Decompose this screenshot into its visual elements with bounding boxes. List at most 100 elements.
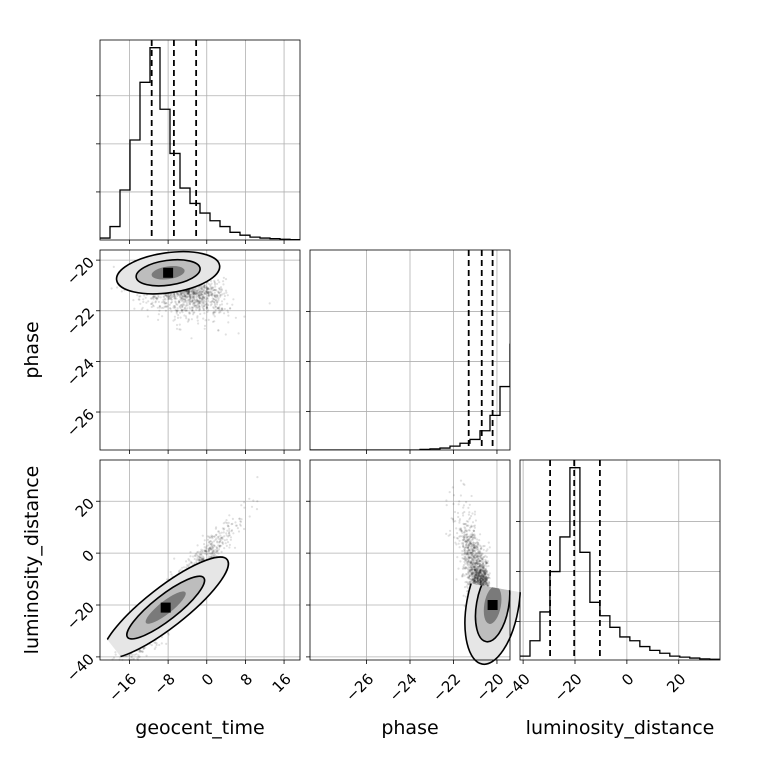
scatter-point	[463, 586, 467, 589]
scatter-point	[201, 290, 205, 293]
scatter-point	[480, 573, 484, 576]
scatter-point	[210, 300, 213, 304]
scatter-point	[205, 291, 209, 294]
scatter-point	[481, 583, 484, 586]
scatter-point	[477, 542, 480, 545]
scatter-point	[196, 290, 199, 293]
scatter-point	[215, 550, 218, 553]
scatter-point	[222, 276, 225, 279]
scatter-point	[484, 579, 487, 582]
scatter-point	[186, 292, 189, 295]
scatter-point	[481, 565, 484, 568]
scatter-point	[193, 305, 196, 308]
scatter-point	[471, 578, 474, 581]
scatter-point	[201, 297, 204, 300]
scatter-point	[176, 303, 179, 306]
scatter-point	[181, 566, 184, 569]
scatter-point	[474, 564, 477, 567]
scatter-point	[201, 295, 204, 298]
scatter-point	[209, 290, 213, 293]
scatter-point	[218, 311, 221, 314]
scatter-point	[198, 301, 201, 304]
scatter-point	[481, 581, 484, 584]
scatter-point	[481, 575, 484, 579]
scatter-point	[197, 300, 200, 303]
scatter-point	[198, 296, 201, 299]
scatter-point	[481, 570, 484, 573]
scatter-point	[461, 574, 464, 577]
scatter-point	[478, 569, 481, 573]
scatter-point	[473, 567, 476, 570]
scatter-point	[209, 552, 212, 556]
scatter-point	[468, 543, 471, 546]
scatter-point	[179, 316, 182, 319]
scatter-point	[201, 290, 204, 293]
scatter-point	[469, 551, 472, 554]
scatter-point	[206, 297, 209, 300]
scatter-point	[202, 307, 205, 310]
scatter-point	[478, 573, 481, 576]
scatter-point	[202, 558, 205, 561]
scatter-point	[199, 297, 202, 300]
scatter-point	[204, 550, 207, 553]
scatter-point	[153, 295, 156, 298]
scatter-point	[481, 579, 484, 582]
scatter-point	[140, 308, 143, 311]
scatter-point	[473, 579, 476, 583]
scatter-point	[477, 575, 480, 578]
scatter-point	[196, 306, 199, 309]
scatter-point	[186, 320, 189, 323]
scatter-point	[112, 656, 116, 659]
scatter-point	[190, 337, 193, 340]
scatter-point	[473, 535, 476, 538]
histogram-phase	[310, 343, 510, 450]
scatter-point	[157, 294, 160, 297]
scatter-point	[202, 309, 205, 312]
scatter-point	[200, 293, 203, 296]
scatter-point	[210, 287, 213, 290]
scatter-point	[183, 290, 186, 294]
scatter-point	[468, 543, 471, 546]
scatter-point	[186, 565, 189, 568]
scatter-point	[480, 581, 483, 584]
scatter-point	[193, 296, 196, 299]
scatter-point	[484, 582, 487, 586]
scatter-point	[210, 292, 213, 296]
scatter-point	[481, 574, 484, 577]
scatter-point	[466, 552, 469, 555]
scatter-point	[168, 294, 172, 297]
scatter-point	[229, 536, 233, 539]
scatter-point	[213, 301, 216, 304]
scatter-point	[207, 549, 210, 553]
scatter-point	[167, 295, 170, 298]
scatter-point	[479, 576, 482, 579]
scatter-point	[482, 574, 485, 577]
scatter-point	[179, 307, 182, 310]
scatter-point	[205, 303, 208, 306]
scatter-point	[473, 579, 476, 582]
scatter-point	[463, 574, 466, 577]
scatter-point	[191, 306, 194, 309]
scatter-point	[477, 575, 480, 578]
scatter-point	[190, 300, 193, 303]
scatter-point	[473, 562, 477, 565]
scatter-point	[206, 302, 209, 305]
scatter-point	[457, 515, 460, 519]
scatter-point	[486, 548, 489, 551]
scatter-point	[471, 572, 474, 576]
scatter-point	[479, 580, 482, 583]
scatter-point	[229, 538, 232, 541]
scatter-point	[476, 555, 479, 558]
scatter-point	[476, 576, 479, 579]
scatter-point	[200, 287, 203, 290]
scatter-point	[469, 561, 472, 564]
scatter-point	[483, 567, 486, 570]
scatter-point	[181, 308, 184, 311]
scatter-point	[476, 572, 479, 575]
scatter-point	[470, 567, 473, 570]
scatter-point	[461, 575, 464, 578]
scatter-point	[155, 297, 158, 300]
scatter-point	[199, 300, 202, 303]
scatter-point	[191, 310, 194, 313]
scatter-point	[219, 539, 222, 542]
